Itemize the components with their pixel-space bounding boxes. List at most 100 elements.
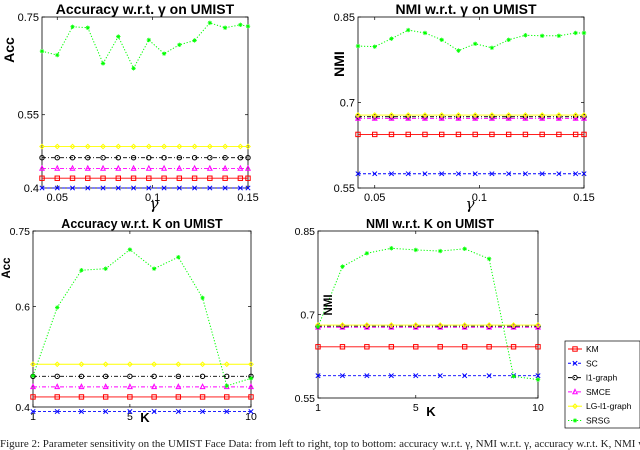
legend-label: KM <box>586 344 599 354</box>
data-point-LG-l1-graph <box>175 361 182 368</box>
data-point-SC <box>581 171 587 177</box>
data-point-l1-graph <box>78 373 85 380</box>
data-point-KM <box>422 131 428 138</box>
data-point-SC <box>54 408 60 415</box>
data-point-SMCE <box>437 323 444 330</box>
data-point-l1-graph <box>572 114 579 120</box>
data-point-SRSG <box>355 43 361 49</box>
data-point-SMCE <box>206 164 213 171</box>
data-point-SMCE <box>354 114 362 121</box>
data-point-SRSG <box>489 45 495 50</box>
data-point-KM <box>437 344 443 350</box>
plot-frame <box>357 16 585 189</box>
x-tick-label: 5 <box>127 411 133 423</box>
data-point-SMCE <box>388 114 395 121</box>
data-point-l1-graph <box>388 114 395 120</box>
y-tick-label: 0.4 <box>24 183 39 195</box>
data-point-LG-l1-graph <box>245 143 251 150</box>
data-point-KM <box>388 131 395 138</box>
data-point-l1-graph <box>54 155 60 161</box>
data-point-SMCE <box>472 114 479 121</box>
data-point-SC <box>245 185 251 191</box>
data-point-KM <box>510 344 517 350</box>
data-point-SC <box>100 185 106 191</box>
data-point-SC <box>69 185 76 191</box>
data-point-l1-graph <box>85 155 91 161</box>
series-SRSG <box>315 246 541 382</box>
data-point-LG-l1-graph <box>130 143 137 150</box>
data-point-SRSG <box>30 373 36 379</box>
data-point-SMCE <box>151 383 158 390</box>
data-point-SRSG <box>55 52 60 58</box>
data-point-LG-l1-graph <box>422 112 428 118</box>
y-tick-label: 0.85 <box>295 226 316 238</box>
data-point-SC <box>222 185 228 191</box>
series-SMCE <box>354 114 588 121</box>
data-point-KM <box>100 175 106 181</box>
data-point-SMCE <box>580 114 588 121</box>
data-point-LG-l1-graph <box>30 361 36 368</box>
data-point-SC <box>355 171 361 177</box>
data-point-KM <box>535 344 541 350</box>
data-point-SRSG <box>506 37 511 42</box>
series-LG-l1-graph <box>355 112 587 118</box>
data-point-SC <box>39 185 45 191</box>
data-point-SC <box>85 185 91 191</box>
data-point-SMCE <box>363 323 370 330</box>
data-point-l1-graph <box>224 373 230 380</box>
series-KM <box>30 394 254 400</box>
data-point-LG-l1-graph <box>437 322 444 328</box>
legend-label: LG-l1-graph <box>586 401 632 411</box>
data-point-SRSG <box>131 66 136 71</box>
legend-item-LG-l1-graph: LG-l1-graph <box>568 401 632 411</box>
data-point-SC <box>489 171 495 177</box>
data-point-SC <box>522 171 528 177</box>
y-axis-label: NMI <box>331 51 347 77</box>
data-point-l1-graph <box>54 373 60 380</box>
data-point-SMCE <box>54 164 61 171</box>
data-point-LG-l1-graph <box>355 112 361 118</box>
data-point-SMCE <box>486 323 493 330</box>
data-point-SC <box>78 408 84 415</box>
data-point-SRSG <box>161 51 167 56</box>
series-SRSG <box>355 27 587 53</box>
legend: KM SC l1-graph SMCE LG-l1-graph SRSG <box>564 340 640 429</box>
data-point-KM <box>207 175 213 181</box>
data-point-SC <box>364 373 370 379</box>
data-point-SC <box>192 185 198 191</box>
data-point-LG-l1-graph <box>39 143 45 150</box>
data-point-KM <box>39 175 45 181</box>
data-point-SMCE <box>175 383 182 390</box>
series-KM <box>39 175 251 181</box>
data-point-SMCE <box>100 164 107 171</box>
data-point-KM <box>439 131 445 138</box>
data-point-l1-graph <box>199 373 206 380</box>
data-point-LG-l1-graph <box>510 322 517 328</box>
data-point-SMCE <box>244 164 252 171</box>
x-axis-label: γ <box>466 195 475 213</box>
data-point-SRSG <box>340 264 345 269</box>
data-point-KM <box>78 394 85 400</box>
data-point-LG-l1-graph <box>100 143 106 150</box>
data-point-SC <box>455 171 461 177</box>
data-point-LG-l1-graph <box>388 112 395 118</box>
data-point-SRSG <box>245 24 251 29</box>
series-SMCE <box>314 323 542 330</box>
data-point-KM <box>224 394 230 400</box>
chart-title: NMI w.r.t. K on UMIST <box>366 217 494 231</box>
data-point-KM <box>372 131 378 138</box>
data-point-LG-l1-graph <box>69 143 76 150</box>
data-point-KM <box>355 131 361 138</box>
series-l1-graph <box>30 373 254 380</box>
data-point-SC <box>535 373 541 379</box>
data-point-LG-l1-graph <box>176 143 183 150</box>
data-point-l1-graph <box>39 155 45 161</box>
data-point-SC <box>437 373 443 379</box>
data-point-l1-graph <box>176 155 183 161</box>
data-point-LG-l1-graph <box>489 112 495 118</box>
data-point-KM <box>539 131 545 138</box>
data-point-SMCE <box>199 383 206 390</box>
data-point-LG-l1-graph <box>223 361 230 368</box>
y-axis-label: NMI <box>323 294 335 315</box>
data-point-SMCE <box>505 114 512 121</box>
